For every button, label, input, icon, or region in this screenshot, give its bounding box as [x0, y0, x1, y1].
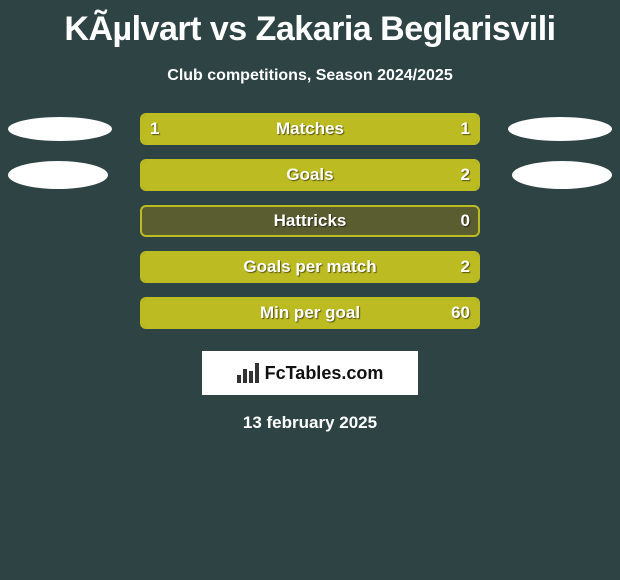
page-title: KÃµlvart vs Zakaria Beglarisvili	[0, 0, 620, 49]
stat-row: Hattricks0	[0, 205, 620, 237]
stat-bar: Hattricks0	[140, 205, 480, 237]
stat-bar: Goals2	[140, 159, 480, 191]
stat-row: Goals per match2	[0, 251, 620, 283]
stat-bar: Matches11	[140, 113, 480, 145]
stat-row: Min per goal60	[0, 297, 620, 329]
logo-text: FcTables.com	[265, 363, 384, 384]
stat-bar: Min per goal60	[140, 297, 480, 329]
stat-row: Matches11	[0, 113, 620, 145]
stat-bar-fill-right	[310, 115, 478, 143]
stat-value-right: 60	[451, 303, 470, 323]
stat-value-right: 0	[461, 211, 470, 231]
page-subtitle: Club competitions, Season 2024/2025	[0, 67, 620, 85]
player-marker-left	[8, 161, 108, 189]
stat-bar-fill-left	[142, 115, 310, 143]
stats-container: Matches11Goals2Hattricks0Goals per match…	[0, 113, 620, 329]
bar-chart-icon	[237, 363, 259, 383]
stat-bar-bg	[140, 205, 480, 237]
stat-value-right: 2	[461, 257, 470, 277]
stat-value-left: 1	[150, 119, 159, 139]
fctables-logo: FcTables.com	[202, 351, 418, 395]
player-marker-right	[512, 161, 612, 189]
stat-value-right: 2	[461, 165, 470, 185]
player-marker-left	[8, 117, 112, 141]
stat-row: Goals2	[0, 159, 620, 191]
stat-bar-fill-full	[142, 253, 478, 281]
date-line: 13 february 2025	[0, 413, 620, 433]
stat-bar: Goals per match2	[140, 251, 480, 283]
stat-value-right: 1	[461, 119, 470, 139]
stat-bar-fill-full	[142, 299, 478, 327]
player-marker-right	[508, 117, 612, 141]
stat-bar-fill-full	[142, 161, 478, 189]
